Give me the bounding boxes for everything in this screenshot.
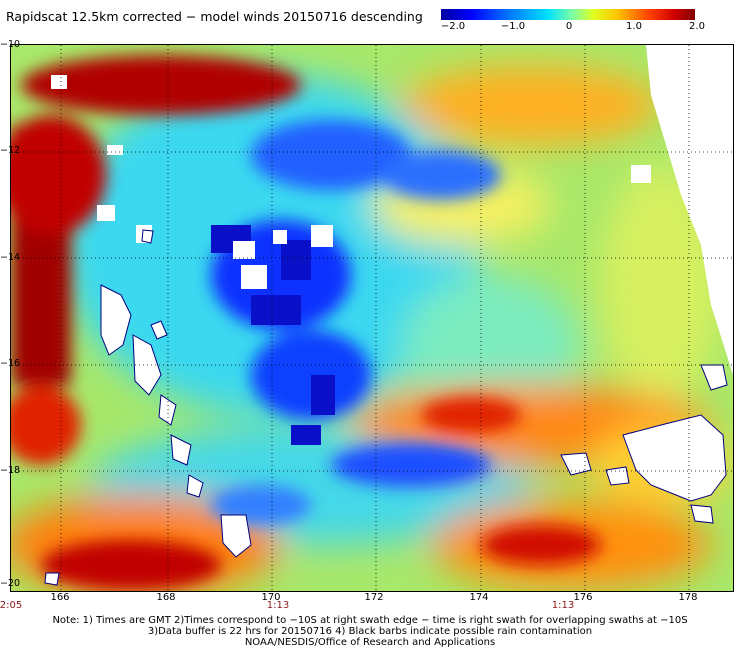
lat-label: −20 xyxy=(0,578,21,589)
lat-label: −18 xyxy=(0,465,21,476)
colorbar xyxy=(441,9,695,20)
lat-label: −12 xyxy=(0,145,21,156)
lat-label: −14 xyxy=(0,252,21,263)
lon-label: 178 xyxy=(678,592,698,603)
lon-label: 170 xyxy=(261,592,281,603)
lon-label: 166 xyxy=(50,592,70,603)
footnote-credit: NOAA/NESDIS/Office of Research and Appli… xyxy=(244,637,496,648)
swath-time-label: 2:05 xyxy=(0,600,23,611)
swath-time-label: 1:13 xyxy=(551,600,575,611)
map-title: Rapidscat 12.5km corrected − model winds… xyxy=(6,9,423,24)
colorbar-tick: 1.0 xyxy=(626,21,642,32)
map-canvas xyxy=(11,45,733,591)
lon-label: 174 xyxy=(469,592,489,603)
lon-label: 176 xyxy=(573,592,593,603)
swath-time-label: 1:13 xyxy=(266,600,290,611)
footnote-line-1: Note: 1) Times are GMT 2)Times correspon… xyxy=(52,615,688,626)
colorbar-tick: 0 xyxy=(565,21,573,32)
lat-label: −16 xyxy=(0,358,21,369)
lon-label: 172 xyxy=(364,592,384,603)
colorbar-tick: −2.0 xyxy=(440,21,466,32)
wind-difference-map xyxy=(10,44,734,592)
colorbar-tick: 2.0 xyxy=(689,21,705,32)
colorbar-tick: −1.0 xyxy=(500,21,526,32)
lat-label: −10 xyxy=(0,39,21,50)
footnote-line-2: 3)Data buffer is 22 hrs for 20150716 4) … xyxy=(147,626,593,637)
lon-label: 168 xyxy=(156,592,176,603)
grid-lines xyxy=(11,45,733,591)
